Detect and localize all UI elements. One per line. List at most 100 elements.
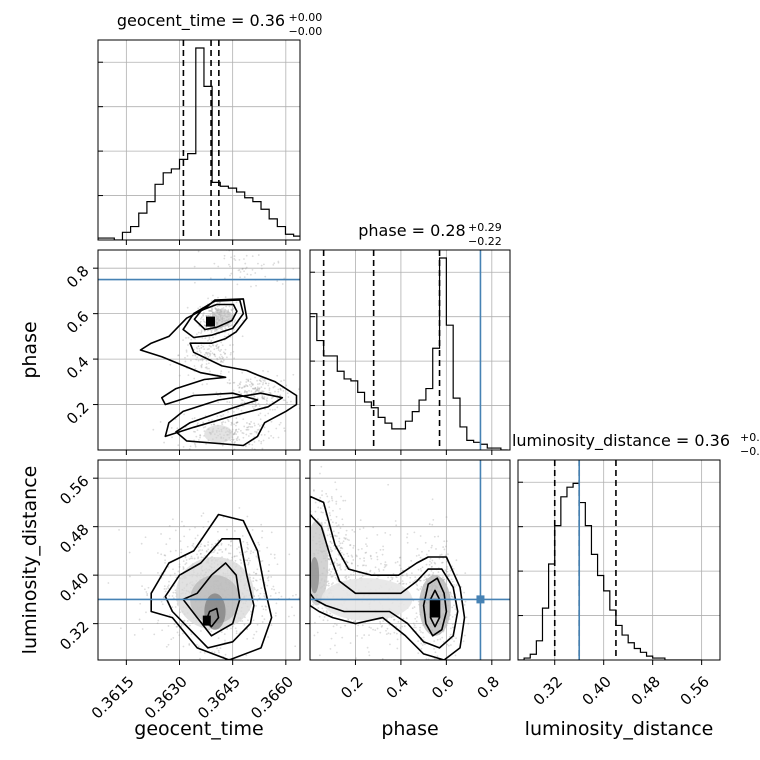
sample-point [260,380,263,383]
sample-point [344,624,347,627]
sample-point [252,387,255,390]
sample-point [330,495,333,498]
sample-point [333,545,335,547]
sample-point [203,353,206,356]
sample-point [255,589,258,592]
sample-point [393,618,395,621]
sample-point [400,567,402,570]
sample-point [210,423,213,426]
sample-point [327,545,330,547]
sample-point [219,647,222,650]
sample-point [255,404,258,407]
sample-point [372,526,375,529]
sample-point [415,583,418,586]
sample-point [254,387,257,390]
sample-point [237,428,240,431]
sample-point [180,625,183,627]
sample-point [262,397,265,400]
sample-point [277,436,280,439]
sample-point [328,506,331,509]
sample-point [215,328,217,331]
sample-point [200,556,203,559]
x-tick-label: 0.56 [677,673,713,709]
sample-point [228,305,231,308]
contour-lines [150,513,273,660]
sample-point [329,514,332,517]
sample-point [175,625,178,628]
sample-point [227,411,229,413]
sample-point [443,548,446,551]
sample-point [209,353,212,356]
sample-point [351,529,354,531]
sample-point [229,344,232,347]
sample-point [208,628,211,631]
sample-point [237,546,240,549]
sample-point [234,627,237,630]
sample-point [318,615,321,618]
sample-point [182,339,184,342]
sample-point [141,585,143,588]
sample-point [240,402,243,405]
sample-point [245,381,248,383]
sample-point [260,442,263,445]
sample-point [300,426,302,428]
x-tick-label: 0.8 [474,673,504,703]
sample-point [233,555,236,558]
sample-point [215,345,218,348]
sample-point [228,552,230,555]
sample-point [392,572,395,575]
sample-point [361,624,364,627]
sample-point [196,643,198,646]
sample-point [452,626,454,629]
sample-point [186,354,189,357]
sample-point [238,391,240,393]
sample-point [188,644,191,646]
sample-point [243,425,246,428]
sample-point [258,387,261,390]
sample-point [429,560,431,563]
sample-point [294,645,297,648]
sample-point [380,625,383,628]
sample-point [197,345,200,348]
sample-point [450,627,452,630]
sample-point [227,326,230,328]
sample-point [432,572,435,574]
sample-point [246,273,249,276]
sample-point [396,580,399,583]
sample-point [453,586,456,588]
sample-point [227,325,230,328]
sample-point [248,573,251,576]
sample-point [349,544,352,546]
sample-point [202,318,205,321]
sample-point [304,612,306,614]
sample-point [180,548,183,551]
sample-point [204,425,207,428]
sample-point [467,622,470,625]
sample-point [254,387,257,390]
sample-point [423,579,426,582]
sample-point [265,399,268,401]
sample-point [449,633,452,636]
sample-point [200,332,202,334]
sample-point [292,373,295,376]
title-plus: +0.06 [740,431,760,444]
sample-point [167,584,170,587]
sample-point [221,423,224,426]
contour [150,513,273,660]
sample-point [433,535,436,538]
sample-point [266,546,269,549]
sample-point [450,578,453,581]
sample-point [220,360,223,362]
sample-point [430,562,433,564]
sample-point [235,429,237,431]
sample-point [313,489,315,492]
sample-point [209,310,212,312]
sample-point [312,604,314,606]
sample-point [329,533,331,536]
sample-point [369,570,371,573]
sample-point [328,500,331,503]
sample-point [193,417,196,419]
scatter-samples [152,250,300,450]
sample-point [255,404,257,407]
contour [205,607,220,628]
